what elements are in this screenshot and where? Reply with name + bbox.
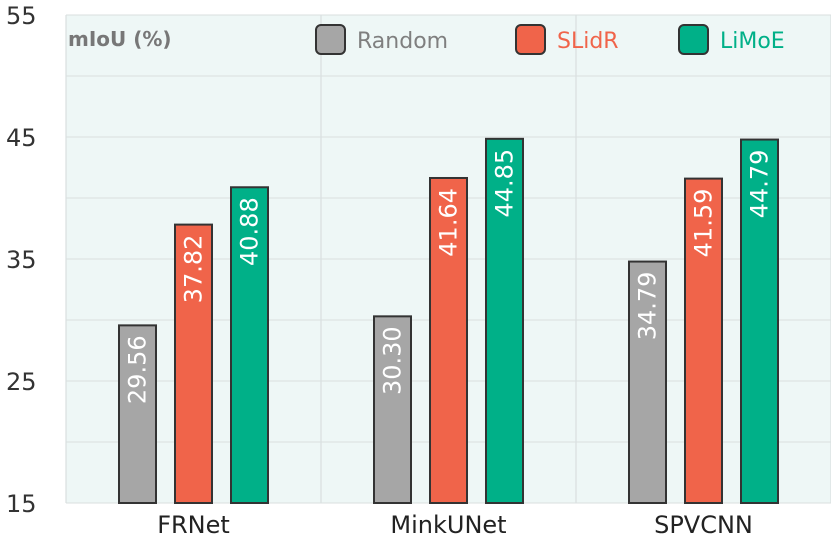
legend-label-slidr: SLidR xyxy=(557,29,619,54)
legend: Random SLidR LiMoE xyxy=(315,24,785,55)
bar-limoe-minkunet xyxy=(485,137,524,505)
bar-value-label: 34.79 xyxy=(634,272,662,341)
bar-value-label: 44.79 xyxy=(746,150,774,219)
bars: 29.56 37.82 40.88 30.30 41.64 44.85 34.79 41.59… xyxy=(118,137,779,505)
y-axis-label: mIoU (%) xyxy=(68,27,172,51)
bar-limoe-spvcnn xyxy=(740,138,779,504)
bar-value-label: 41.64 xyxy=(435,188,463,257)
y-tick-label: 25 xyxy=(6,368,37,396)
legend-label-limoe: LiMoE xyxy=(720,29,785,54)
bar-random-frnet xyxy=(118,324,157,505)
y-axis-ticks: 15 25 35 45 55 xyxy=(6,2,37,518)
bar-value-label: 44.85 xyxy=(491,149,519,218)
legend-label-random: Random xyxy=(357,29,448,54)
bar-limoe-frnet xyxy=(230,186,269,504)
y-tick-label: 15 xyxy=(6,490,37,518)
x-axis-ticks: FRNet MinkUNet SPVCNN xyxy=(157,511,753,537)
bar-slidr-minkunet xyxy=(429,176,468,504)
bar-random-spvcnn xyxy=(628,260,667,505)
bar-value-label: 40.88 xyxy=(236,197,264,266)
bar-value-label: 41.59 xyxy=(690,189,718,258)
legend-swatch-slidr xyxy=(515,24,546,55)
bar-slidr-frnet xyxy=(174,223,213,504)
bar-value-label: 30.30 xyxy=(379,326,407,395)
x-tick-label: SPVCNN xyxy=(654,511,753,537)
bar-value-label: 29.56 xyxy=(124,335,152,404)
x-tick-label: FRNet xyxy=(157,511,230,537)
bar-random-minkunet xyxy=(373,315,412,504)
x-tick-label: MinkUNet xyxy=(390,511,506,537)
legend-swatch-random xyxy=(315,24,346,55)
bar-value-label: 37.82 xyxy=(180,235,208,304)
y-tick-label: 55 xyxy=(6,2,37,30)
bar-slidr-spvcnn xyxy=(684,177,723,505)
y-tick-label: 45 xyxy=(6,124,37,152)
legend-swatch-limoe xyxy=(678,24,709,55)
y-tick-label: 35 xyxy=(6,246,37,274)
